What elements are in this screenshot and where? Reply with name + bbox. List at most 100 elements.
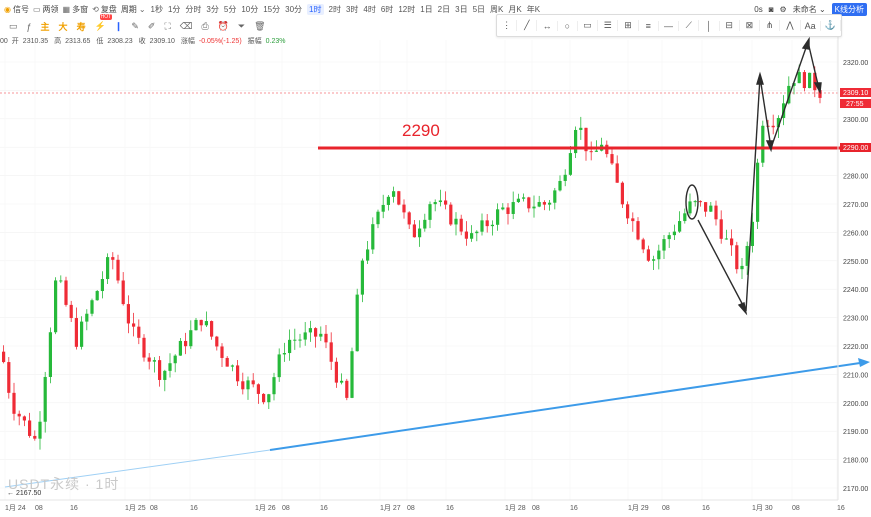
gann-icon[interactable]: ⊠ xyxy=(740,20,761,31)
timeframe-4[interactable]: 5分 xyxy=(223,4,237,14)
longevity-button[interactable]: 寿 xyxy=(76,22,86,32)
candle-body xyxy=(745,245,749,266)
compare-icon[interactable]: ▭ xyxy=(9,21,18,31)
measure-icon[interactable]: ⊟ xyxy=(720,20,740,31)
time-tick: 08 xyxy=(407,505,415,512)
timeframe-10[interactable]: 3时 xyxy=(345,4,359,14)
replay-button[interactable]: ⟲ 复盘 xyxy=(92,4,117,14)
trash-icon[interactable]: ⌫ xyxy=(179,21,193,31)
timeframe-14[interactable]: 1日 xyxy=(420,4,433,14)
candle-body xyxy=(111,257,115,260)
price-tick: 2300.00 xyxy=(843,117,868,124)
settings-icon[interactable]: ⚙ xyxy=(779,4,787,14)
candle-body xyxy=(667,235,671,240)
alert-icon[interactable]: ⏰ xyxy=(217,21,229,31)
candle-body xyxy=(537,202,541,207)
text-tool[interactable]: Aa xyxy=(801,20,821,31)
time-tick: 16 xyxy=(320,505,328,512)
layout-name[interactable]: 未命名 ⌄ xyxy=(792,4,826,14)
timeframe-5[interactable]: 10分 xyxy=(241,4,259,14)
timeframe-20[interactable]: 年K xyxy=(526,4,541,14)
camera-icon[interactable]: ◙ xyxy=(768,4,774,14)
bookmark-icon[interactable]: ❙ xyxy=(114,21,123,31)
candle-body xyxy=(480,220,484,232)
kline-analysis-button[interactable]: K线分析 xyxy=(831,2,867,16)
low-marker-label: ← 2167.50 xyxy=(7,490,42,497)
filter-icon[interactable]: ⏷ xyxy=(237,21,246,31)
price-tick: 2240.00 xyxy=(843,287,868,294)
candle-body xyxy=(402,204,406,213)
single-view-button[interactable]: ▭ 两领 xyxy=(32,4,59,14)
timeframe-18[interactable]: 周K xyxy=(490,4,504,14)
timeframe-13[interactable]: 12时 xyxy=(398,4,416,14)
pencil-icon[interactable]: ✎ xyxy=(131,21,139,31)
window-icon: ▭ xyxy=(32,4,41,14)
delete-icon[interactable]: 🗑 xyxy=(254,21,266,31)
price-range-icon[interactable]: ⊞ xyxy=(618,20,639,31)
candle-body xyxy=(792,83,796,86)
candle-body xyxy=(137,326,141,338)
timeframe-19[interactable]: 月K xyxy=(508,4,522,14)
candle-body xyxy=(449,204,453,225)
candle-body xyxy=(256,384,260,394)
ray-icon[interactable]: ⟋ xyxy=(679,20,700,31)
candle-body xyxy=(522,197,526,199)
node-icon[interactable]: ○ xyxy=(558,20,578,31)
candle-body xyxy=(386,196,390,205)
timeframe-16[interactable]: 3日 xyxy=(455,4,468,14)
price-tick: 2190.00 xyxy=(843,429,868,436)
period-dropdown[interactable]: 周期 ⌄ xyxy=(120,4,146,14)
trend-line-icon[interactable]: ╱ xyxy=(517,20,538,31)
candle-body xyxy=(319,333,323,337)
candle-body xyxy=(152,360,156,362)
candle-body xyxy=(542,202,546,205)
candle-body xyxy=(553,190,557,203)
hot-tool-button[interactable]: ⚡ HOT xyxy=(94,14,113,31)
timeframe-1[interactable]: 1分 xyxy=(167,4,181,14)
timeframe-11[interactable]: 4时 xyxy=(363,4,376,14)
horizontal-ray-icon[interactable]: ↔ xyxy=(537,20,558,31)
candle-body xyxy=(407,212,411,225)
candle-body xyxy=(340,380,344,383)
anchor-icon[interactable]: ⚓ xyxy=(821,20,841,31)
candle-body xyxy=(381,204,385,212)
drag-handle-icon[interactable]: ⋮ xyxy=(497,20,518,31)
fib-icon[interactable]: ≡ xyxy=(639,20,659,31)
candle-body xyxy=(714,205,718,220)
timeframe-6[interactable]: 15分 xyxy=(263,4,281,14)
price-axis: 2320.002310.002300.002290.002280.002270.… xyxy=(837,0,868,500)
timeframe-9[interactable]: 2时 xyxy=(328,4,341,14)
timeframe-7[interactable]: 30分 xyxy=(285,4,303,14)
signal-button[interactable]: ◉ 信号 xyxy=(4,4,29,14)
screenshot-icon[interactable]: ⎙ xyxy=(201,21,209,31)
fullscreen-icon[interactable]: ⛶ xyxy=(164,21,171,31)
parallel-channel-icon[interactable]: ☰ xyxy=(598,20,619,31)
timeframe-2[interactable]: 分时 xyxy=(185,4,202,14)
big-order-button[interactable]: 大 xyxy=(58,22,68,32)
timeframe-3[interactable]: 3分 xyxy=(206,4,219,14)
brush-icon[interactable]: ✐ xyxy=(147,21,156,31)
time-tick: 1月 26 xyxy=(255,504,276,512)
main-indicator-button[interactable]: 主 xyxy=(40,22,50,32)
pitchfork-icon[interactable]: ⋔ xyxy=(760,20,781,31)
vertical-line-icon[interactable]: │ xyxy=(699,20,720,31)
horizontal-line-icon[interactable]: — xyxy=(659,20,680,31)
pattern-icon[interactable]: ⋀ xyxy=(780,20,801,31)
candle-body xyxy=(178,340,182,356)
timeframe-15[interactable]: 2日 xyxy=(437,4,451,14)
candle-body xyxy=(740,265,744,270)
timeframe-17[interactable]: 5日 xyxy=(472,4,486,14)
multi-view-button[interactable]: ▦ 多窗 xyxy=(62,4,89,14)
indicator-icon[interactable]: ƒ xyxy=(26,21,32,32)
candle-body xyxy=(672,231,676,236)
candle-body xyxy=(54,280,58,333)
candle-body xyxy=(334,361,338,383)
timeframe-0[interactable]: 1秒 xyxy=(150,4,163,14)
rectangle-icon[interactable]: ▭ xyxy=(578,20,599,31)
price-tick: 2210.00 xyxy=(843,372,868,379)
candle-body xyxy=(262,393,266,403)
timeframe-8[interactable]: 1时 xyxy=(307,3,324,15)
candle-body xyxy=(776,117,780,128)
timeframe-12[interactable]: 6时 xyxy=(380,4,394,14)
